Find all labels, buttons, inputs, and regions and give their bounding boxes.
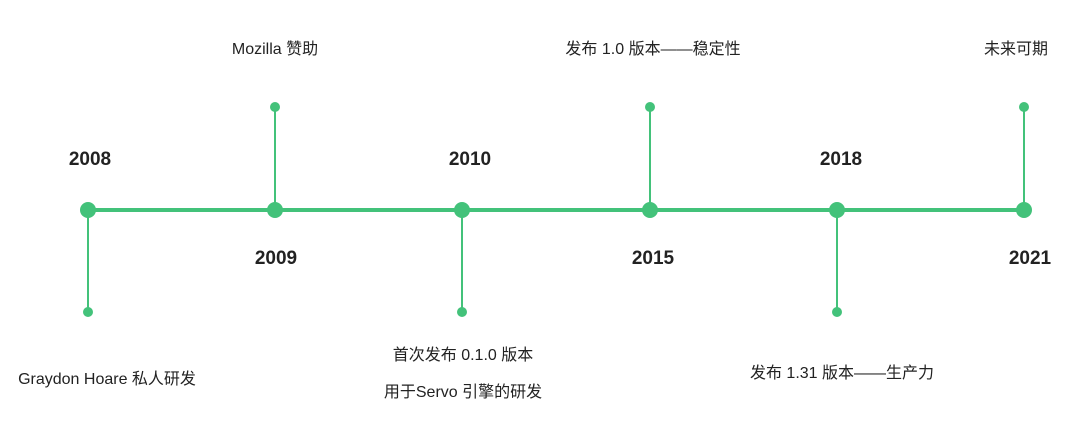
year-label-2008: 2008 xyxy=(68,149,112,170)
event-desc-2018: 发布 1.31 版本——生产力 xyxy=(749,365,935,382)
node-2015 xyxy=(642,202,658,218)
event-desc-2010-line2: 用于Servo 引擎的研发 xyxy=(383,384,543,401)
event-desc-2010-line1: 首次发布 0.1.0 版本 xyxy=(392,347,534,364)
event-desc-2008: Graydon Hoare 私人研发 xyxy=(18,371,196,388)
stem-end-2018 xyxy=(832,307,842,317)
stem-2010 xyxy=(461,210,463,312)
year-label-2021: 2021 xyxy=(1008,248,1052,269)
node-2008 xyxy=(80,202,96,218)
year-label-2010: 2010 xyxy=(448,149,492,170)
stem-2008 xyxy=(87,210,89,312)
stem-end-2009 xyxy=(270,102,280,112)
node-2009 xyxy=(267,202,283,218)
node-2018 xyxy=(829,202,845,218)
node-2010 xyxy=(454,202,470,218)
year-label-2018: 2018 xyxy=(819,149,863,170)
stem-end-2015 xyxy=(645,102,655,112)
stem-2009 xyxy=(274,107,276,210)
event-desc-2015: 发布 1.0 版本——稳定性 xyxy=(565,41,741,58)
stem-end-2021 xyxy=(1019,102,1029,112)
stem-end-2010 xyxy=(457,307,467,317)
stem-2018 xyxy=(836,210,838,312)
year-label-2009: 2009 xyxy=(254,248,298,269)
timeline-axis xyxy=(88,208,1024,212)
stem-2021 xyxy=(1023,107,1025,210)
stem-2015 xyxy=(649,107,651,210)
year-label-2015: 2015 xyxy=(631,248,675,269)
node-2021 xyxy=(1016,202,1032,218)
event-desc-2009: Mozilla 赞助 xyxy=(231,41,319,58)
stem-end-2008 xyxy=(83,307,93,317)
event-desc-2021: 未来可期 xyxy=(983,41,1049,58)
